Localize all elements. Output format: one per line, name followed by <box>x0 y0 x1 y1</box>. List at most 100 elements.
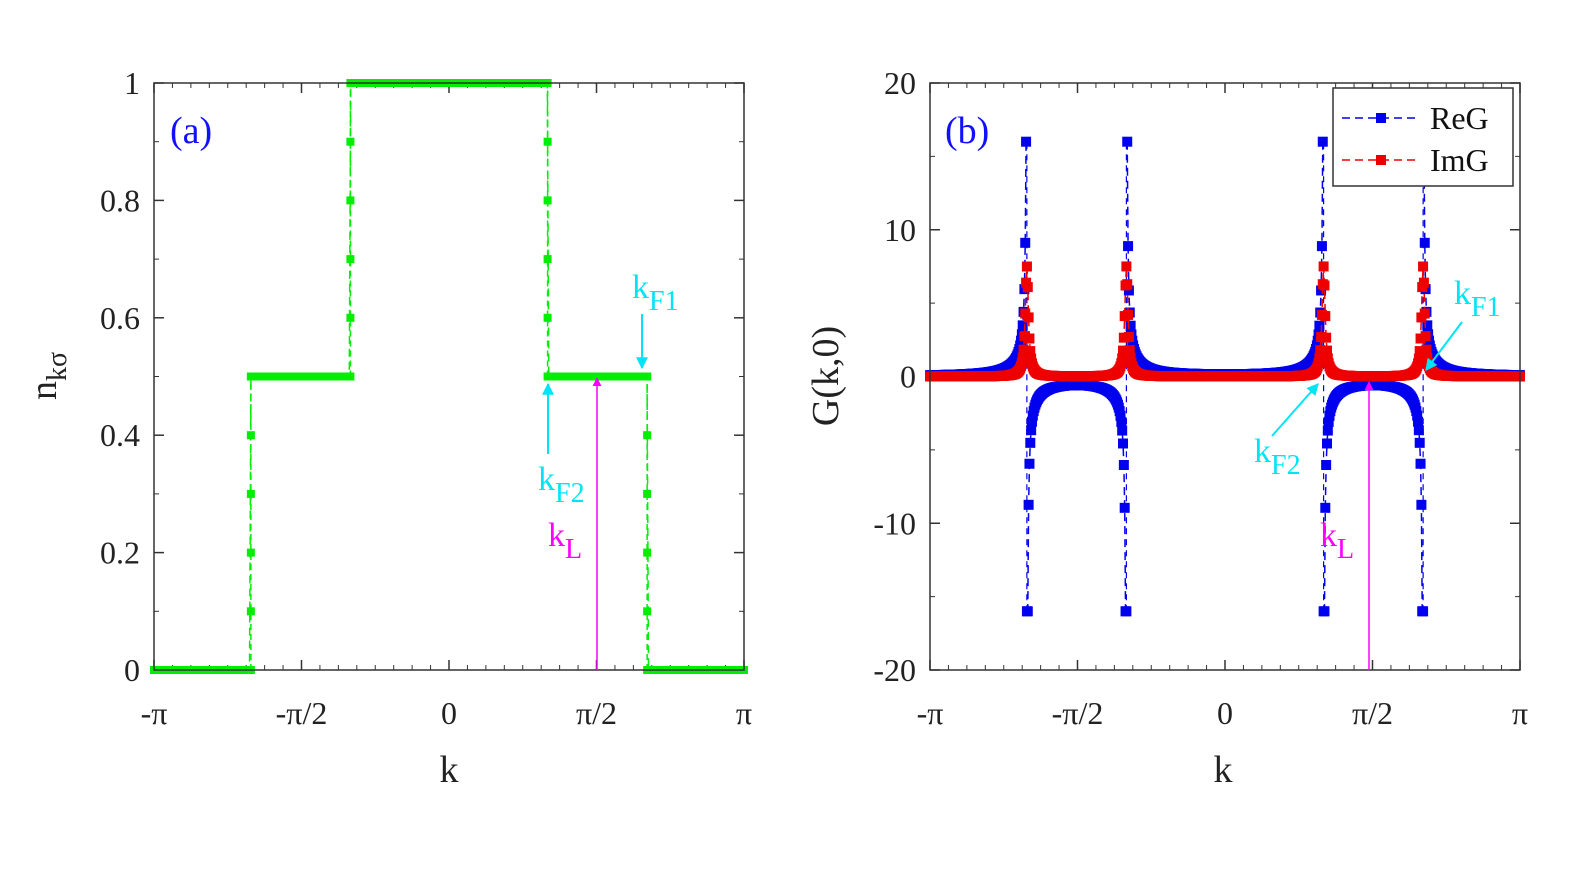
panel-b-img-point <box>1418 261 1429 272</box>
panel-b-reg-point <box>1322 425 1333 436</box>
b-y-tick-label: 20 <box>884 65 916 101</box>
a-y-tick-label: 0.6 <box>100 300 140 336</box>
panel-b-img-point <box>1316 331 1327 342</box>
panel-b-img-point <box>1318 261 1329 272</box>
panel-b-img-point <box>1415 333 1426 344</box>
panel-b-img-point <box>1122 279 1133 290</box>
panel-a-step-marker <box>543 313 552 322</box>
panel-a-tag: (a) <box>170 110 212 152</box>
panel-b-y-tick-labels: -20 -10 0 10 20 <box>873 65 916 688</box>
panel-b-reg-point <box>1317 136 1328 147</box>
b-y-tick-label: 0 <box>900 359 916 395</box>
panel-b-kF1-arrow <box>1425 321 1463 371</box>
panel-b-frame <box>929 82 1521 671</box>
panel-b-reg-point <box>1321 459 1332 470</box>
panel-b-reg-point <box>1320 502 1331 513</box>
b-x-tick-label: -π/2 <box>1052 695 1104 731</box>
panel-b-img-point <box>1016 357 1027 368</box>
panel-b-reg-point <box>1024 458 1035 469</box>
panel-b-img-point <box>1025 346 1036 357</box>
panel-b-reg-point <box>1125 320 1136 331</box>
panel-b-img-point <box>1123 331 1134 342</box>
panel-b-img-point <box>1118 345 1129 356</box>
panel-b-reg-point <box>1419 237 1430 248</box>
panel-a-step-marker <box>246 548 255 557</box>
panel-a-nk-point <box>345 372 354 381</box>
panel-b-reg-point <box>1119 502 1130 513</box>
panel-b-img-point <box>1321 332 1332 343</box>
panel-b-reg-point <box>1321 438 1332 449</box>
panel-a-kL-label: kL <box>548 517 582 565</box>
panel-b-tag: (b) <box>945 110 989 152</box>
panel-b-x-tick-labels: -π -π/2 0 π/2 π <box>917 695 1528 731</box>
b-x-tick-label: 0 <box>1217 695 1233 731</box>
panel-b: -π -π/2 0 π/2 π -20 -10 0 10 20 k G(k,0) (b) ReG… <box>805 65 1528 791</box>
panel-b-reg-point <box>1118 459 1129 470</box>
panel-b-series <box>925 136 1525 617</box>
panel-b-reg-point <box>1115 410 1126 421</box>
panel-b-reg-point <box>1017 320 1028 331</box>
panel-a-step-marker <box>246 607 255 616</box>
panel-b-y-label: G(k,0) <box>805 326 847 426</box>
panel-b-img-point <box>1321 345 1332 356</box>
panel-a-nk-line <box>154 82 744 671</box>
panel-b-reg-point <box>1116 416 1127 427</box>
legend-reg-label: ReG <box>1430 100 1489 136</box>
a-y-tick-label: 0 <box>124 652 140 688</box>
panel-a-step-marker <box>543 137 552 146</box>
b-x-tick-label: -π <box>917 695 944 731</box>
panel-b-img-point <box>1414 346 1425 357</box>
a-y-tick-label: 1 <box>124 65 140 101</box>
panel-b-reg-point <box>1413 425 1424 436</box>
panel-b-reg-point <box>1118 438 1129 449</box>
panel-b-img-point <box>1117 353 1128 364</box>
panel-b-reg-point <box>1319 606 1330 617</box>
panel-b-img-point <box>1118 332 1129 343</box>
legend-entry-reg: ReG <box>1342 100 1489 136</box>
panel-b-reg-point <box>1117 425 1128 436</box>
panel-b-img-point <box>1315 345 1326 356</box>
panel-a-x-label: k <box>440 749 459 791</box>
panel-b-img-point <box>1419 308 1430 319</box>
panel-b-reg-point <box>1413 416 1424 427</box>
panel-a-step-marker <box>543 196 552 205</box>
panel-b-reg-point <box>1415 458 1426 469</box>
panel-b-img-point <box>1314 353 1325 364</box>
panel-b-img-point <box>1019 331 1030 342</box>
panel-b-reg-point <box>1414 437 1425 448</box>
panel-b-legend: ReG ImG <box>1332 87 1514 187</box>
panel-a: -π -π/2 0 π/2 π 0 0.2 0.4 0.6 0.8 1 k nkσ (a) kF1… <box>23 65 752 791</box>
panel-a-nk-point <box>643 372 652 381</box>
panel-a-step-marker <box>643 489 652 498</box>
b-y-tick-label: 10 <box>884 212 916 248</box>
panel-b-reg-point <box>1121 606 1132 617</box>
b-y-tick-label: -20 <box>873 652 916 688</box>
panel-b-kF2-arrow <box>1271 383 1319 437</box>
panel-b-reg-point <box>1422 320 1433 331</box>
panel-b-reg-point <box>1023 499 1034 510</box>
panel-b-reg-point <box>1025 437 1036 448</box>
legend-img-swatch-marker <box>1376 155 1386 165</box>
a-x-tick-label: π/2 <box>576 695 617 731</box>
a-x-tick-label: -π <box>141 695 168 731</box>
a-x-tick-label: 0 <box>441 695 457 731</box>
panel-b-img-point <box>1420 331 1431 342</box>
panel-a-frame <box>153 82 745 671</box>
panel-a-step-marker <box>246 489 255 498</box>
panel-a-step-marker <box>643 431 652 440</box>
panel-a-y-label-main: n <box>23 381 65 400</box>
panel-b-annotations: kF1 kF2 kL <box>1254 275 1501 670</box>
panel-b-kF1-label: kF1 <box>1454 275 1501 323</box>
panel-b-reg-point <box>1323 416 1334 427</box>
panel-a-step-marker <box>346 313 355 322</box>
panel-a-step-marker <box>346 196 355 205</box>
panel-b-reg-point <box>1026 416 1037 427</box>
a-y-tick-label: 0.8 <box>100 182 140 218</box>
a-y-tick-label: 0.2 <box>100 535 140 571</box>
a-x-tick-label: π <box>736 695 752 731</box>
panel-b-reg-point <box>1418 606 1429 617</box>
panel-b-img-point <box>1018 344 1029 355</box>
b-y-tick-label: -10 <box>873 505 916 541</box>
panel-b-kF2-label: kF2 <box>1254 433 1301 481</box>
panel-a-y-label-sub: kσ <box>42 352 73 381</box>
